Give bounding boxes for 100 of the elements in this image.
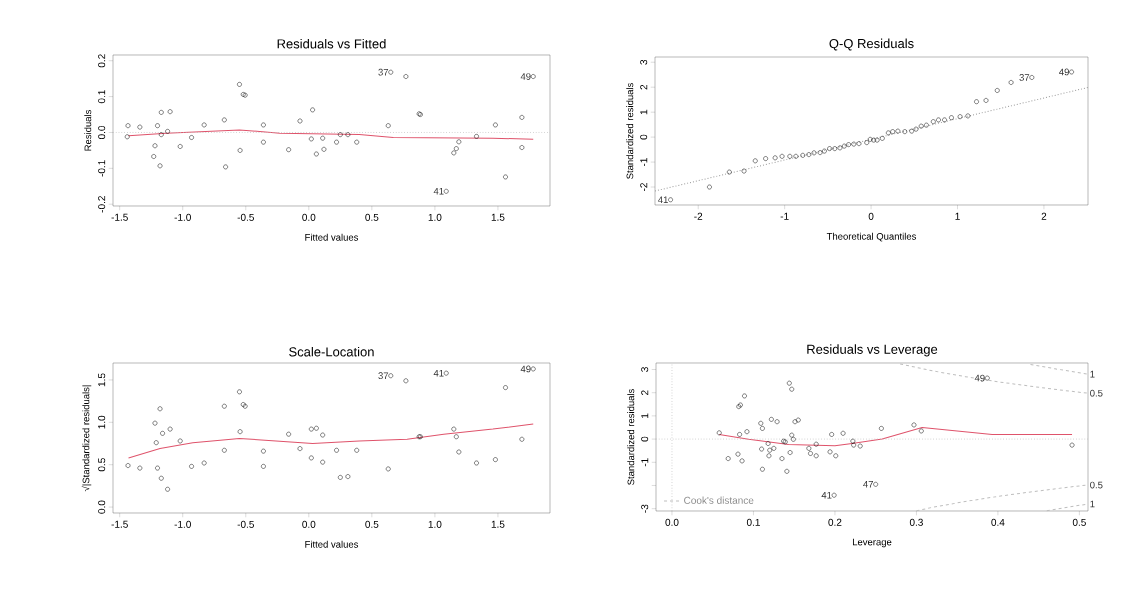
annotation: 41	[821, 491, 832, 499]
point	[297, 446, 303, 451]
point	[851, 141, 857, 147]
point	[829, 432, 835, 437]
x-axis-title: Fitted values	[305, 540, 359, 548]
y-tick-label: -2	[640, 183, 648, 192]
point	[286, 147, 291, 153]
point	[871, 137, 877, 143]
point	[314, 425, 319, 431]
point	[846, 142, 851, 147]
point	[261, 122, 266, 128]
point	[519, 436, 525, 442]
x-axis-title: Fitted values	[305, 233, 359, 241]
line-series	[128, 423, 534, 459]
point	[767, 447, 773, 453]
point	[451, 150, 457, 156]
point	[125, 123, 131, 128]
point	[237, 429, 243, 434]
x-tick-label: 0.5	[1072, 518, 1086, 526]
point	[137, 124, 143, 130]
point	[758, 420, 764, 426]
x-tick-label: 0.1	[746, 518, 760, 526]
point	[879, 426, 884, 431]
y-tick-label: 0.1	[98, 90, 106, 104]
point	[124, 134, 130, 140]
x-tick-label: 1.0	[428, 520, 442, 528]
point	[752, 158, 758, 164]
point	[771, 446, 777, 451]
line-series	[899, 363, 1089, 394]
chart-title: Q-Q Residuals	[829, 38, 914, 51]
point	[774, 419, 780, 425]
point	[158, 132, 164, 137]
x-axis-title: Leverage	[852, 538, 892, 548]
point	[811, 150, 817, 156]
point	[385, 466, 391, 472]
point	[786, 380, 792, 386]
point	[158, 110, 164, 115]
point	[286, 431, 291, 437]
point	[833, 453, 839, 459]
y-tick-label: -1	[641, 458, 649, 467]
point	[189, 135, 194, 140]
y-axis-title: Standardized residuals	[626, 83, 634, 179]
point	[890, 129, 896, 134]
x-axis-title: Theoretical Quantiles	[826, 232, 917, 242]
point	[827, 449, 833, 455]
point	[337, 475, 343, 480]
point	[519, 145, 525, 150]
point	[354, 139, 360, 145]
point	[874, 137, 880, 143]
y-axis-title: Standardized residuals	[627, 389, 635, 485]
point	[837, 145, 843, 151]
x-tick-label: 2	[1041, 212, 1047, 220]
point	[909, 128, 915, 134]
point	[827, 146, 832, 151]
point	[841, 143, 847, 149]
x-tick-label: 0.4	[991, 518, 1005, 526]
x-tick-label: -1.0	[174, 520, 191, 528]
point	[453, 146, 459, 151]
x-tick-label: -1.5	[111, 520, 128, 528]
point	[261, 448, 266, 454]
annotation: 37	[378, 372, 389, 380]
point	[857, 443, 863, 449]
point	[800, 152, 806, 158]
y-tick-label: 1.0	[98, 415, 106, 429]
point	[320, 459, 326, 465]
y-tick-label: 0	[640, 134, 648, 140]
y-tick-label: 1	[641, 413, 649, 418]
point	[152, 143, 158, 149]
point	[879, 136, 885, 141]
point	[456, 139, 462, 145]
point	[817, 150, 823, 155]
point	[744, 429, 750, 435]
point	[493, 457, 498, 462]
y-tick-label: 0.0	[98, 125, 106, 140]
point	[895, 128, 901, 134]
point	[345, 474, 351, 479]
point	[385, 123, 391, 128]
point	[189, 464, 194, 469]
annotation: 0.5	[1090, 389, 1103, 397]
point	[791, 436, 796, 442]
point	[808, 451, 813, 456]
point	[237, 148, 243, 153]
point	[308, 136, 314, 142]
point	[201, 460, 207, 466]
point	[769, 417, 774, 422]
point	[167, 426, 173, 432]
annotation: 37	[1019, 74, 1030, 81]
y-tick-label: -3	[641, 504, 649, 513]
point	[155, 465, 160, 471]
point	[165, 486, 170, 492]
point	[155, 123, 160, 128]
point	[994, 88, 1000, 93]
y-tick-label: 0.2	[98, 54, 106, 68]
x-tick-label: 0.2	[828, 518, 842, 526]
point	[177, 438, 183, 444]
point	[388, 373, 394, 379]
point	[789, 432, 795, 438]
point	[707, 184, 712, 190]
point	[760, 466, 765, 472]
point	[308, 426, 314, 432]
